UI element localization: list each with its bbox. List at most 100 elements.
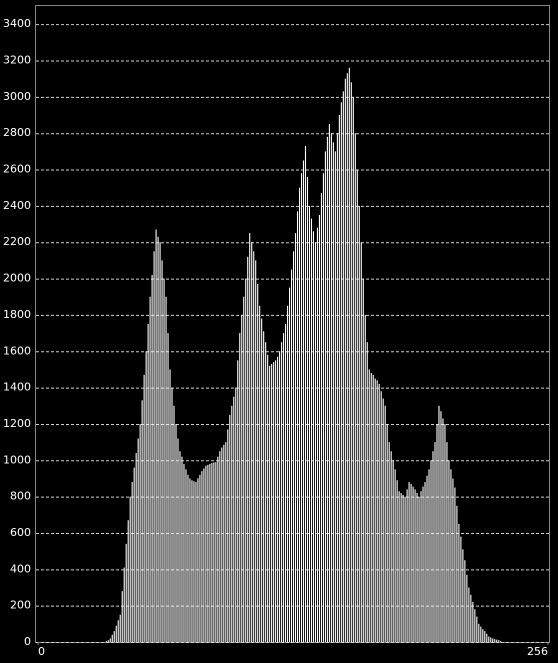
bar	[364, 314, 366, 642]
bar	[107, 640, 109, 642]
bar	[111, 634, 113, 642]
bar	[426, 475, 428, 642]
y-tick-label: 600	[10, 526, 31, 539]
bar	[143, 374, 145, 642]
bar	[175, 423, 177, 642]
bar	[241, 314, 243, 642]
bar	[205, 465, 207, 642]
bar	[255, 260, 257, 642]
bar	[141, 400, 143, 642]
bar	[300, 173, 303, 643]
bar	[408, 482, 410, 642]
bar	[458, 523, 460, 642]
bar	[253, 251, 255, 643]
bar	[304, 145, 307, 643]
bar	[233, 396, 235, 642]
bar	[324, 151, 326, 642]
bar	[356, 169, 358, 643]
y-tick-label: 200	[10, 599, 31, 612]
bar	[133, 467, 135, 642]
bar	[386, 423, 388, 642]
bar	[370, 373, 372, 642]
bar	[259, 305, 261, 642]
bar	[480, 626, 482, 642]
bar	[474, 609, 476, 642]
bar	[428, 469, 430, 642]
bar	[488, 636, 490, 642]
bar	[293, 251, 295, 643]
bar	[167, 333, 169, 642]
bar	[261, 318, 263, 642]
bar	[169, 369, 171, 642]
bar	[404, 496, 406, 642]
y-tick-label: 2000	[3, 272, 31, 285]
bar	[298, 187, 301, 642]
bar	[263, 331, 265, 642]
bar	[482, 629, 484, 642]
bar	[424, 482, 426, 642]
bar	[318, 214, 320, 642]
bar	[213, 462, 215, 642]
bar	[219, 451, 221, 642]
bar	[320, 193, 322, 642]
y-tick-label: 1800	[3, 308, 31, 321]
bar	[121, 591, 123, 642]
bar	[139, 423, 141, 642]
bar	[432, 451, 434, 642]
y-tick-label: 1200	[3, 417, 31, 430]
bar	[378, 383, 380, 642]
bar	[464, 560, 466, 642]
bar	[366, 342, 368, 642]
bar	[358, 205, 360, 642]
bar	[340, 102, 342, 642]
bar	[350, 82, 352, 642]
bar	[330, 133, 332, 642]
bar	[289, 287, 291, 642]
bar	[245, 278, 247, 642]
bar	[277, 356, 279, 642]
bar	[452, 478, 454, 642]
bar	[223, 444, 225, 642]
bar	[352, 96, 354, 643]
bar	[430, 460, 432, 642]
bar	[227, 429, 229, 642]
bar	[484, 631, 486, 642]
bar	[328, 124, 330, 643]
bar	[209, 463, 211, 642]
bar	[326, 136, 328, 642]
bar	[163, 278, 165, 642]
bar	[283, 333, 285, 642]
bar	[147, 324, 149, 642]
bar	[418, 496, 420, 642]
bar	[454, 487, 456, 642]
bar	[105, 641, 107, 642]
bar	[165, 296, 167, 642]
y-tick-label: 1400	[3, 381, 31, 394]
bar	[217, 456, 219, 642]
bar	[275, 360, 277, 642]
bar	[125, 543, 127, 642]
bar	[183, 463, 185, 642]
bar	[422, 486, 424, 642]
bar	[269, 365, 271, 642]
bar	[416, 492, 418, 642]
bar	[145, 351, 147, 642]
bar	[456, 505, 458, 642]
bar	[149, 296, 151, 642]
bar	[181, 456, 183, 642]
bar	[201, 471, 203, 642]
bar	[153, 251, 155, 643]
bar	[221, 447, 223, 642]
bar	[312, 231, 315, 642]
bar	[191, 480, 193, 642]
bar	[348, 67, 350, 643]
bar	[438, 405, 440, 642]
bar	[294, 233, 297, 642]
bar	[308, 205, 311, 642]
bar	[412, 486, 414, 642]
bar	[291, 269, 293, 642]
bar	[229, 414, 231, 642]
bar	[113, 631, 115, 642]
y-tick-label: 2600	[3, 163, 31, 176]
